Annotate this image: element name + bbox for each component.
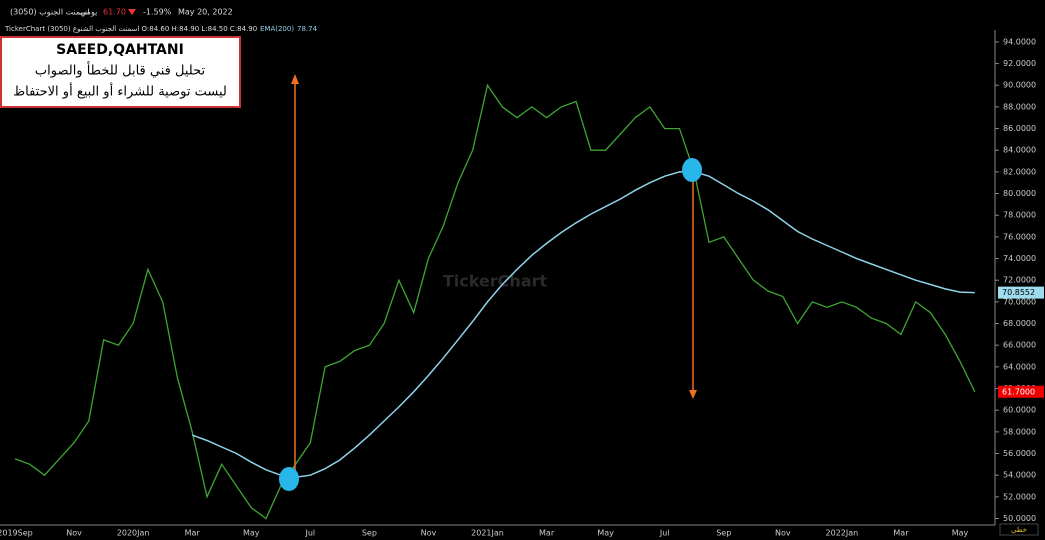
x-tick-label: Jul <box>659 529 670 538</box>
x-tick-label: May <box>597 529 614 538</box>
plot <box>14 83 976 520</box>
y-tick-label: 92.0000 <box>1003 59 1036 68</box>
period: يومي <box>80 8 97 17</box>
price-box-label: 70.8552 <box>1002 288 1035 297</box>
y-tick-label: 56.0000 <box>1003 449 1036 458</box>
x-tick-label: Mar <box>185 529 201 538</box>
y-tick-label: 76.0000 <box>1003 232 1036 241</box>
y-tick-label: 78.0000 <box>1003 211 1036 220</box>
ema-value: 78.74 <box>297 25 318 33</box>
series-line <box>191 171 975 479</box>
x-tick-label: Nov <box>66 529 82 538</box>
y-tick-label: 70.0000 <box>1003 297 1036 306</box>
chart-style: خطي <box>1011 526 1027 534</box>
arrow-head <box>291 74 299 84</box>
x-tick-label: Jul <box>304 529 315 538</box>
arrow-head <box>689 390 697 399</box>
x-tick-label: Nov <box>775 529 791 538</box>
price: 61.70 <box>103 8 126 17</box>
ema-label: EMA(200) <box>260 25 294 33</box>
y-tick-label: 74.0000 <box>1003 254 1036 263</box>
change: -1.59% <box>143 8 172 17</box>
y-tick-label: 80.0000 <box>1003 189 1036 198</box>
y-tick-label: 50.0000 <box>1003 514 1036 523</box>
y-tick-label: 54.0000 <box>1003 471 1036 480</box>
x-tick-label: 2019Sep <box>0 529 33 538</box>
price-box <box>998 385 1044 398</box>
x-tick-label: 2022Jan <box>826 529 859 538</box>
y-tick-label: 84.0000 <box>1003 146 1036 155</box>
y-tick-label: 60.0000 <box>1003 406 1036 415</box>
y-tick-label: 86.0000 <box>1003 124 1036 133</box>
date: May 20, 2022 <box>178 8 233 17</box>
marker <box>279 467 299 491</box>
annotation-text: ليست توصية للشراء أو البيع أو الاحتفاظ <box>13 83 227 100</box>
y-tick-label: 58.0000 <box>1003 427 1036 436</box>
y-tick-label: 82.0000 <box>1003 167 1036 176</box>
y-tick-label: 68.0000 <box>1003 319 1036 328</box>
x-tick-label: Sep <box>716 529 731 538</box>
watermark: TickerChart <box>443 272 548 291</box>
y-tick-label: 88.0000 <box>1003 102 1036 111</box>
down-icon <box>128 9 136 15</box>
y-tick-label: 90.0000 <box>1003 81 1036 90</box>
marker <box>682 158 702 182</box>
x-tick-label: May <box>952 529 969 538</box>
y-tick-label: 52.0000 <box>1003 492 1036 501</box>
x-tick-label: 2020Jan <box>117 529 150 538</box>
annotation-author: SAEED,QAHTANI <box>56 42 184 58</box>
y-tick-label: 94.0000 <box>1003 37 1036 46</box>
y-tick-label: 66.0000 <box>1003 341 1036 350</box>
x-tick-label: Sep <box>362 529 377 538</box>
symbol: اسمنت الجنوب (3050) <box>10 8 89 17</box>
x-tick-label: 2021Jan <box>471 529 504 538</box>
x-tick-label: Mar <box>539 529 555 538</box>
x-tick-label: Nov <box>421 529 437 538</box>
y-tick-label: 72.0000 <box>1003 276 1036 285</box>
y-tick-label: 64.0000 <box>1003 362 1036 371</box>
series-line <box>14 83 976 520</box>
ohlc: TickerChart اسمنت الجنوب الشنوع (3050) O… <box>4 25 257 33</box>
annotation-text: تحليل فني قابل للخطأ والصواب <box>35 61 206 79</box>
style-box <box>999 523 1039 536</box>
price-box-label: 61.7000 <box>1002 387 1035 396</box>
price-box <box>998 286 1044 299</box>
x-tick-label: May <box>243 529 260 538</box>
x-tick-label: Mar <box>893 529 909 538</box>
annotation-box <box>0 36 241 108</box>
